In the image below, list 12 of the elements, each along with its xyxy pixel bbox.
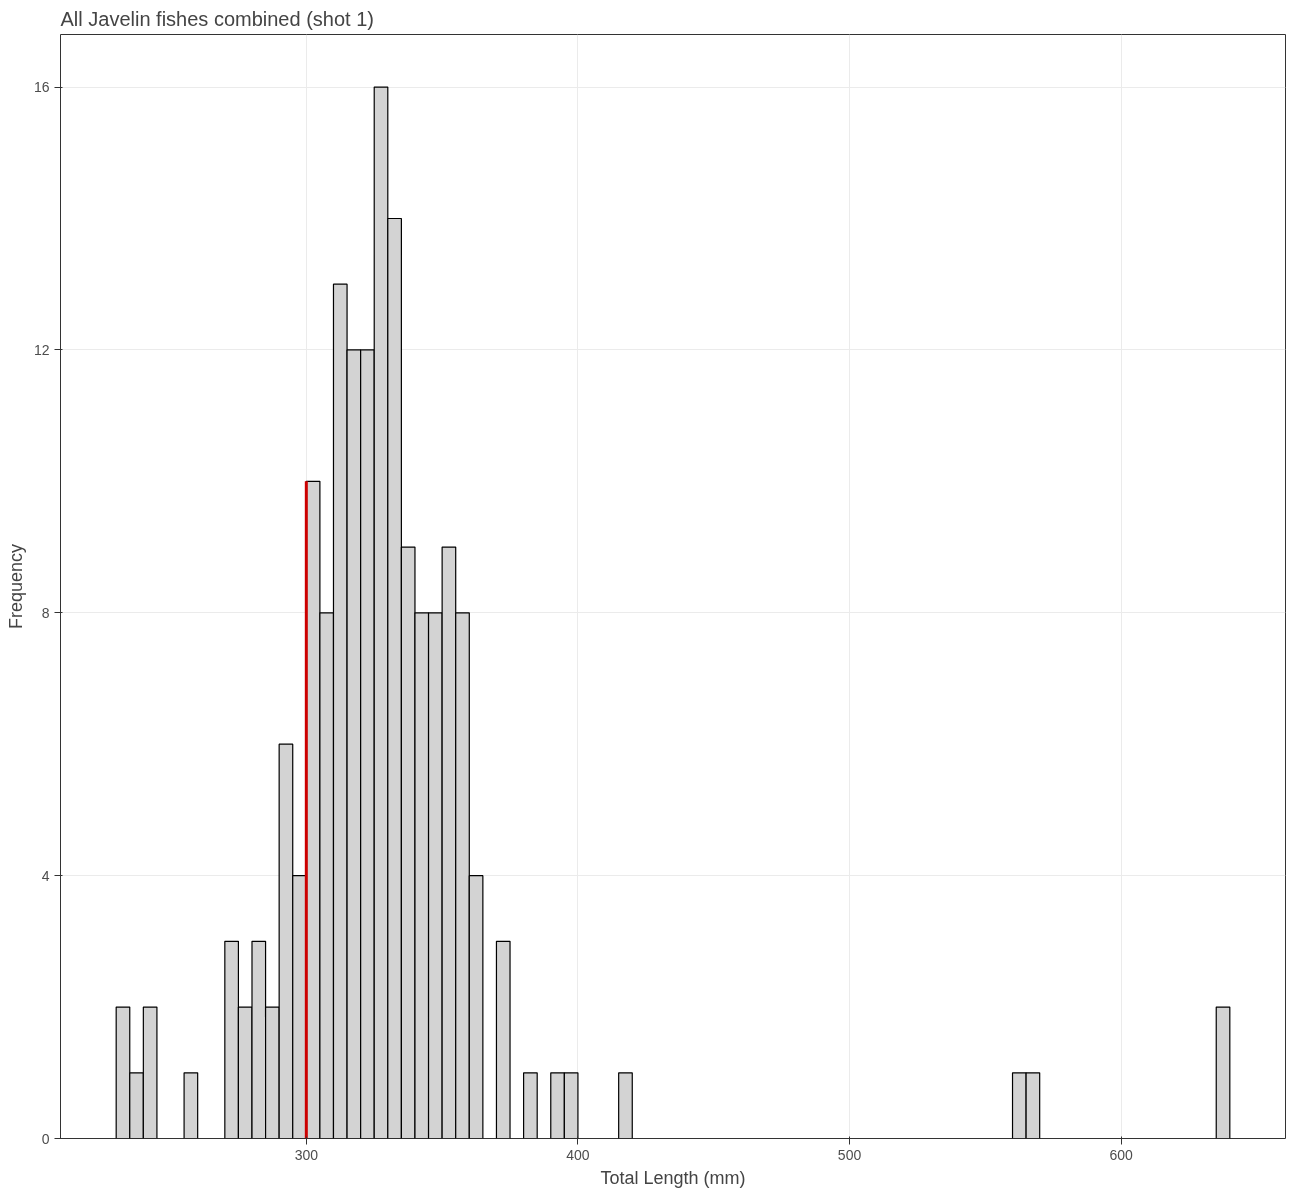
y-tick-label: 16 [33, 79, 50, 96]
y-tick-label: 12 [33, 341, 50, 358]
y-axis-title: Frequency [5, 543, 26, 630]
x-tick-label: 300 [294, 1146, 319, 1163]
x-tick-label: 400 [566, 1146, 590, 1163]
chart-title: All Javelin fishes combined (shot 1) [60, 7, 374, 30]
y-tick-label: 8 [41, 604, 50, 621]
y-tick-label: 0 [41, 1130, 50, 1147]
y-tick-label: 4 [41, 867, 50, 884]
x-tick-label: 500 [837, 1146, 862, 1163]
x-axis-title: Total Length (mm) [600, 1167, 746, 1188]
x-tick-label: 600 [1109, 1146, 1134, 1163]
